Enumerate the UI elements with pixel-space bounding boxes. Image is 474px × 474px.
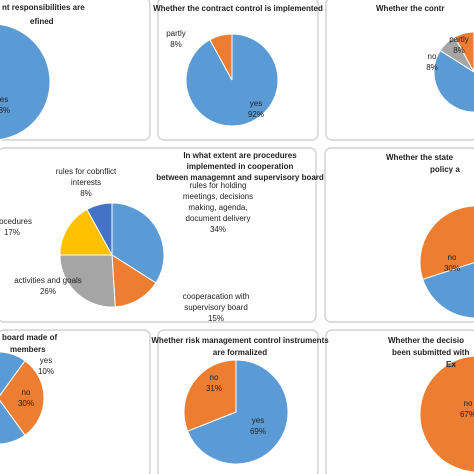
slice-label: activities and goals — [14, 276, 82, 285]
chart-title: nt responsibilities are — [2, 3, 85, 12]
slice-label: supervisory board — [184, 303, 248, 312]
slice-label: rules for holding — [190, 181, 247, 190]
value-label: 10% — [38, 367, 54, 376]
value-label: 30% — [18, 399, 34, 408]
slice-label: no — [464, 399, 473, 408]
chart-title: implemented in cooperation — [187, 162, 294, 171]
pie-slice — [422, 262, 474, 319]
panel — [157, 329, 319, 474]
slice-label: cooperacation with — [183, 292, 250, 301]
slice-label: procedures — [0, 217, 32, 226]
chart-title: board made of — [2, 333, 57, 342]
panel — [324, 147, 474, 323]
slice-label: no — [448, 253, 457, 262]
value-label: 93% — [0, 106, 10, 115]
pie-slice — [433, 31, 474, 113]
chart-title: efined — [30, 17, 54, 26]
slice-label: interests — [71, 178, 101, 187]
pie-slice — [0, 360, 45, 436]
slice-label: partly — [449, 35, 469, 44]
pie-slice — [419, 205, 474, 280]
panel — [0, 329, 151, 474]
chart-title: policy a — [430, 165, 460, 174]
slice-label: no — [210, 373, 219, 382]
chart-title: members — [10, 345, 46, 354]
value-label: 8% — [170, 40, 182, 49]
panel — [0, 0, 151, 141]
chart-title: been submitted with — [392, 348, 469, 357]
value-label: 67% — [460, 410, 474, 419]
slice-label: no — [22, 388, 31, 397]
value-label: 8% — [80, 189, 92, 198]
slice-label: yes — [250, 99, 262, 108]
pie-slice — [59, 208, 113, 256]
chart-title: between managemnt and supervisory board — [156, 173, 324, 182]
slice-label: rules for cobnflict — [56, 167, 117, 176]
value-label: 17% — [4, 228, 20, 237]
pie-slice — [111, 254, 157, 308]
chart-title: In what extent are procedures — [183, 151, 297, 160]
pie-slice — [183, 359, 237, 432]
slice-label: meetings, decisions — [183, 192, 253, 201]
value-label: 8% — [426, 63, 438, 72]
panel — [157, 0, 319, 141]
panel — [325, 0, 474, 141]
value-label: 31% — [206, 384, 222, 393]
pie-slice — [0, 24, 51, 140]
pie-slice — [86, 202, 113, 256]
value-label: 8% — [453, 46, 465, 55]
value-label: 92% — [248, 110, 264, 119]
chart-title: are formalized — [213, 348, 267, 357]
slice-label: yes — [0, 95, 8, 104]
pie-slice — [59, 254, 116, 308]
slice-label: making, agenda, — [188, 203, 247, 212]
pie-slice — [419, 355, 474, 473]
slice-label: yes — [40, 356, 52, 365]
chart-title: Whether the contr — [376, 4, 444, 13]
value-label: 69% — [250, 427, 266, 436]
value-label: 34% — [210, 225, 226, 234]
value-label: 30% — [444, 264, 460, 273]
value-label: 26% — [40, 287, 56, 296]
panel — [0, 147, 317, 323]
chart-title: Whether the state — [386, 153, 454, 162]
slice-label: yes — [252, 416, 264, 425]
pie-slice — [209, 33, 233, 81]
panel — [325, 329, 474, 474]
chart-title: Whether risk management control instrume… — [151, 336, 329, 345]
slice-label: partly — [166, 29, 186, 38]
pie-slice — [0, 399, 26, 445]
slice-label: document delivery — [186, 214, 251, 223]
chart-title: Whether the contract control is implemen… — [153, 4, 323, 13]
chart-title: Whether the decisio — [388, 336, 464, 345]
chart-title: Ex — [446, 360, 456, 369]
pie-slice — [187, 359, 289, 465]
slice-label: no — [428, 52, 437, 61]
value-label: 15% — [208, 314, 224, 323]
